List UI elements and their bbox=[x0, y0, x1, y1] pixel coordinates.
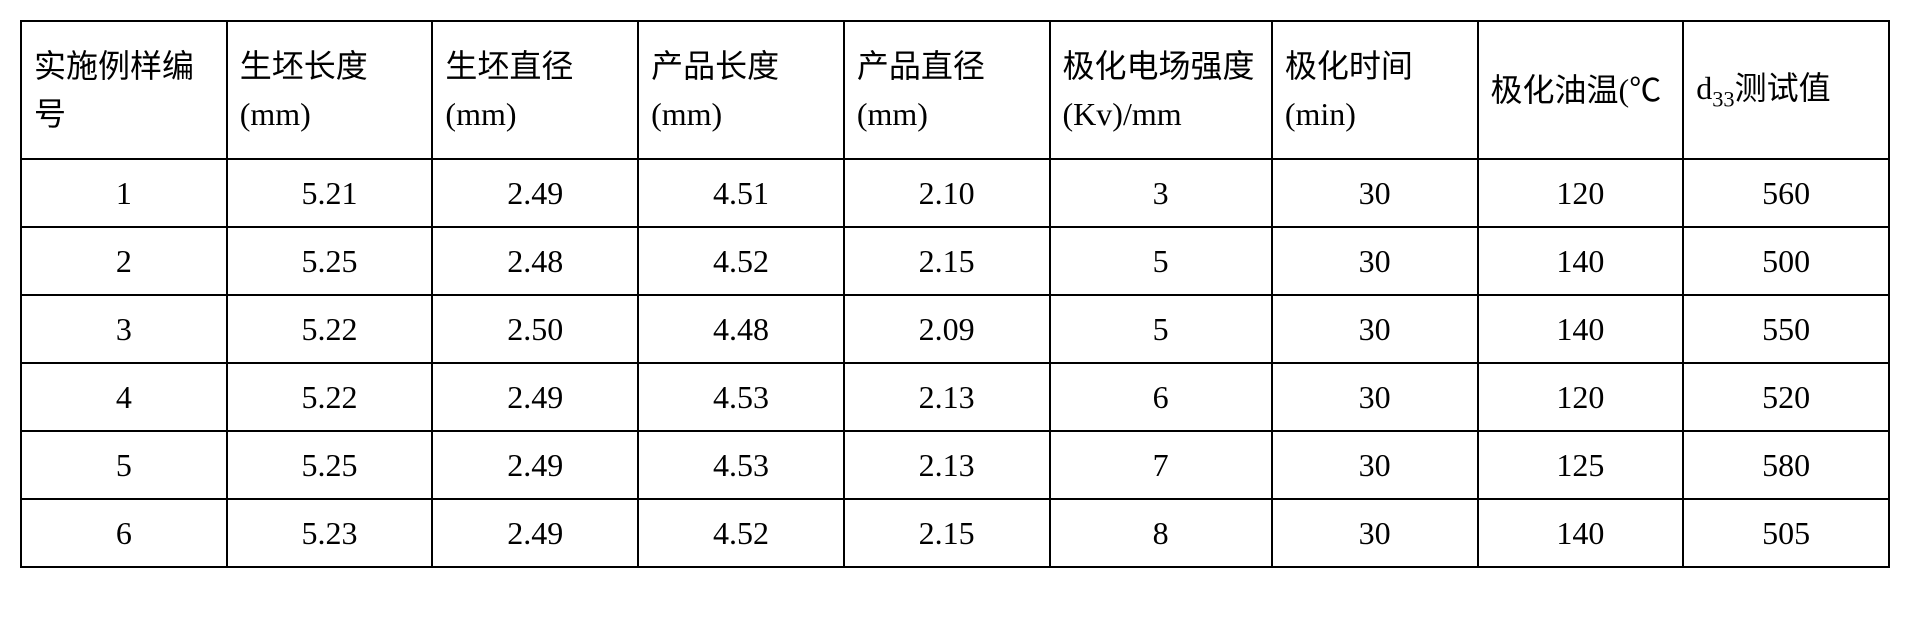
cell: 7 bbox=[1050, 431, 1272, 499]
cell: 6 bbox=[21, 499, 227, 567]
table-row: 1 5.21 2.49 4.51 2.10 3 30 120 560 bbox=[21, 159, 1889, 227]
header-green-diameter: 生坯直径(mm) bbox=[432, 21, 638, 159]
cell: 120 bbox=[1478, 159, 1684, 227]
cell: 5.21 bbox=[227, 159, 433, 227]
header-oil-temp: 极化油温(℃ bbox=[1478, 21, 1684, 159]
cell: 2 bbox=[21, 227, 227, 295]
cell: 560 bbox=[1683, 159, 1889, 227]
cell: 2.09 bbox=[844, 295, 1050, 363]
header-field-strength: 极化电场强度(Kv)/mm bbox=[1050, 21, 1272, 159]
cell: 30 bbox=[1272, 363, 1478, 431]
cell: 140 bbox=[1478, 295, 1684, 363]
data-table: 实施例样编号 生坯长度(mm) 生坯直径(mm) 产品长度(mm) 产品直径(m… bbox=[20, 20, 1890, 568]
cell: 2.13 bbox=[844, 431, 1050, 499]
cell: 5.23 bbox=[227, 499, 433, 567]
cell: 2.49 bbox=[432, 363, 638, 431]
table-row: 2 5.25 2.48 4.52 2.15 5 30 140 500 bbox=[21, 227, 1889, 295]
cell: 120 bbox=[1478, 363, 1684, 431]
cell: 500 bbox=[1683, 227, 1889, 295]
cell: 520 bbox=[1683, 363, 1889, 431]
cell: 125 bbox=[1478, 431, 1684, 499]
header-product-length: 产品长度(mm) bbox=[638, 21, 844, 159]
table-row: 5 5.25 2.49 4.53 2.13 7 30 125 580 bbox=[21, 431, 1889, 499]
cell: 2.49 bbox=[432, 499, 638, 567]
cell: 2.15 bbox=[844, 227, 1050, 295]
cell: 8 bbox=[1050, 499, 1272, 567]
cell: 5 bbox=[1050, 295, 1272, 363]
cell: 2.48 bbox=[432, 227, 638, 295]
header-product-diameter: 产品直径(mm) bbox=[844, 21, 1050, 159]
cell: 30 bbox=[1272, 499, 1478, 567]
cell: 2.49 bbox=[432, 431, 638, 499]
table-row: 3 5.22 2.50 4.48 2.09 5 30 140 550 bbox=[21, 295, 1889, 363]
cell: 2.15 bbox=[844, 499, 1050, 567]
cell: 4.52 bbox=[638, 499, 844, 567]
cell: 5.22 bbox=[227, 295, 433, 363]
cell: 4.48 bbox=[638, 295, 844, 363]
cell: 30 bbox=[1272, 227, 1478, 295]
cell: 2.10 bbox=[844, 159, 1050, 227]
cell: 550 bbox=[1683, 295, 1889, 363]
cell: 5 bbox=[1050, 227, 1272, 295]
header-d33-value: d33测试值 bbox=[1683, 21, 1889, 159]
cell: 2.50 bbox=[432, 295, 638, 363]
table-header-row: 实施例样编号 生坯长度(mm) 生坯直径(mm) 产品长度(mm) 产品直径(m… bbox=[21, 21, 1889, 159]
cell: 140 bbox=[1478, 499, 1684, 567]
header-green-length: 生坯长度(mm) bbox=[227, 21, 433, 159]
cell: 2.49 bbox=[432, 159, 638, 227]
cell: 30 bbox=[1272, 431, 1478, 499]
cell: 580 bbox=[1683, 431, 1889, 499]
table-body: 1 5.21 2.49 4.51 2.10 3 30 120 560 2 5.2… bbox=[21, 159, 1889, 567]
cell: 4.53 bbox=[638, 363, 844, 431]
cell: 30 bbox=[1272, 159, 1478, 227]
cell: 5.25 bbox=[227, 227, 433, 295]
cell: 3 bbox=[1050, 159, 1272, 227]
cell: 5.25 bbox=[227, 431, 433, 499]
table-row: 6 5.23 2.49 4.52 2.15 8 30 140 505 bbox=[21, 499, 1889, 567]
cell: 1 bbox=[21, 159, 227, 227]
cell: 4.53 bbox=[638, 431, 844, 499]
header-polarization-time: 极化时间(min) bbox=[1272, 21, 1478, 159]
cell: 5.22 bbox=[227, 363, 433, 431]
header-sample-number: 实施例样编号 bbox=[21, 21, 227, 159]
cell: 5 bbox=[21, 431, 227, 499]
cell: 505 bbox=[1683, 499, 1889, 567]
cell: 30 bbox=[1272, 295, 1478, 363]
cell: 4.52 bbox=[638, 227, 844, 295]
table-row: 4 5.22 2.49 4.53 2.13 6 30 120 520 bbox=[21, 363, 1889, 431]
cell: 3 bbox=[21, 295, 227, 363]
cell: 6 bbox=[1050, 363, 1272, 431]
cell: 4 bbox=[21, 363, 227, 431]
cell: 2.13 bbox=[844, 363, 1050, 431]
cell: 4.51 bbox=[638, 159, 844, 227]
cell: 140 bbox=[1478, 227, 1684, 295]
